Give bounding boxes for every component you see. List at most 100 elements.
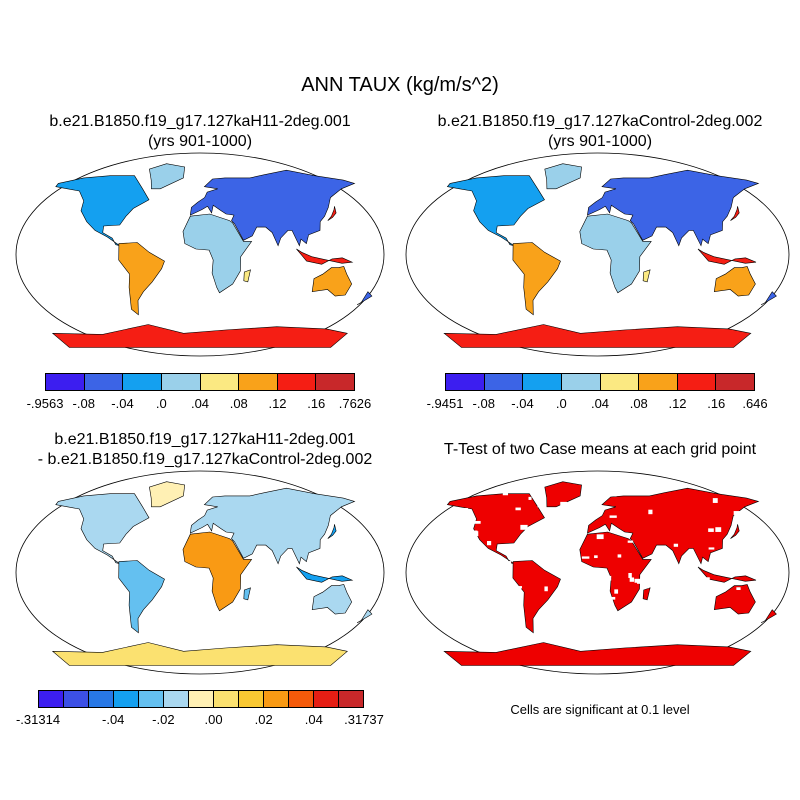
nonsignificant-cell [627,540,634,543]
colorbar-swatch [189,691,214,707]
colorbar-swatch [39,691,64,707]
nonsignificant-cell [681,565,686,570]
nonsignificant-cell [759,590,766,594]
main-title: ANN TAUX (kg/m/s^2) [301,74,499,96]
landmass-indonesia [296,566,354,583]
landmass-eurasia [587,169,760,247]
landmass-madagascar [642,269,651,283]
nonsignificant-cell [614,589,619,594]
colorbar-swatch [139,691,164,707]
nonsignificant-cell [434,577,442,582]
landmass-southAmerica [118,560,165,634]
nonsignificant-cell [514,603,522,606]
nonsignificant-cell [712,498,718,503]
nonsignificant-cell [528,496,532,500]
nonsignificant-cell [655,564,664,569]
nonsignificant-cell [736,587,741,590]
colorbar-tick-label: -.08 [72,396,95,411]
nonsignificant-cell [464,507,468,511]
colorbar-swatch [561,374,601,390]
nonsignificant-cell [580,529,586,534]
colorbar-tick-label: .0 [555,396,567,411]
nonsignificant-cell [515,507,521,511]
nonsignificant-cell [426,592,433,595]
nonsignificant-cell [733,511,741,515]
nonsignificant-cell [762,562,766,566]
landmass-africa [182,531,253,612]
nonsignificant-cell [581,510,587,513]
colorbar-tick-label: .16 [307,396,326,411]
nonsignificant-cell [518,551,522,556]
colorbar-swatch [46,374,85,390]
colorbar-tick-label: .04 [304,712,323,727]
nonsignificant-cell [651,615,658,618]
colorbar-tick-label: -.04 [102,712,125,727]
panel-1-map [15,152,385,357]
landmass-madagascar [243,269,251,283]
nonsignificant-cell [649,626,655,630]
landmass-madagascar [243,587,251,601]
colorbar-swatch [161,374,201,390]
nonsignificant-cell [436,586,442,592]
landmass-antarctica [443,324,752,348]
nonsignificant-cell [473,520,481,524]
landmass-newZealand [760,291,777,306]
nonsignificant-cell [486,593,490,598]
landmass-newZealand [356,291,373,306]
colorbar-swatch [114,691,139,707]
landmass-northAmerica [446,175,545,246]
colorbar-tick-label: .00 [204,712,223,727]
nonsignificant-cell [760,548,766,552]
nonsignificant-cell [441,585,446,589]
nonsignificant-cell [585,495,593,499]
nonsignificant-cell [629,616,637,622]
landmass-antarctica [51,642,348,666]
nonsignificant-cell [486,541,492,546]
nonsignificant-cell [610,596,616,600]
nonsignificant-cell [595,630,600,634]
colorbar-tick-label: .08 [229,396,248,411]
colorbar-tick-label: .7626 [338,396,372,411]
panel-3-title-line2: - b.e21.B1850.f19_g17.127kaControl-2deg.… [37,451,373,468]
panel-3-colorbar-labels: -.31314 -.04 -.02 .00 .02 .04 .31737 [16,712,384,728]
landmass-greenland [544,163,582,190]
landmass-greenland [544,481,582,508]
nonsignificant-cell [715,527,722,532]
colorbar-swatch [84,374,124,390]
nonsignificant-cell [596,534,604,540]
nonsignificant-cell [492,630,501,636]
colorbar-tick-label: .16 [707,396,726,411]
landmass-antarctica [443,642,752,666]
landmass-eurasia [189,169,356,247]
landmass-africa [579,213,652,294]
panel-2-colorbar-labels: -.9451 -.08 -.04 .0 .04 .08 .12 .16 .646 [427,396,768,412]
colorbar-swatch [316,374,354,390]
panel-3-colorbar [38,690,364,708]
landmass-japan [327,524,337,539]
panel-1-title-line1: b.e21.B1850.f19_g17.127kaH11-2deg.001 [49,113,351,130]
landmass-australia [713,584,756,615]
nonsignificant-cell [711,611,716,616]
nonsignificant-cell [577,627,586,631]
colorbar-tick-label: .12 [268,396,287,411]
colorbar-tick-label: .31737 [344,712,384,727]
panel-1-colorbar [45,373,355,391]
landmass-africa [182,213,253,294]
colorbar-swatch [446,374,485,390]
colorbar-tick-label: .0 [155,396,167,411]
landmass-africa [579,531,652,612]
colorbar-tick-label: .04 [590,396,610,411]
colorbar-swatch [484,374,524,390]
nonsignificant-cell [577,563,581,568]
nonsignificant-cell [517,586,522,589]
nonsignificant-cell [495,580,502,585]
colorbar-swatch [123,374,162,390]
landmass-northAmerica [55,493,150,564]
nonsignificant-cell [575,582,582,588]
nonsignificant-cell [472,531,479,537]
landmass-indonesia [697,248,757,265]
landmass-eurasia [587,487,760,565]
significance-note: Cells are significant at 0.1 level [510,702,690,717]
nonsignificant-cell [493,637,501,643]
landmass-madagascar [642,587,651,601]
